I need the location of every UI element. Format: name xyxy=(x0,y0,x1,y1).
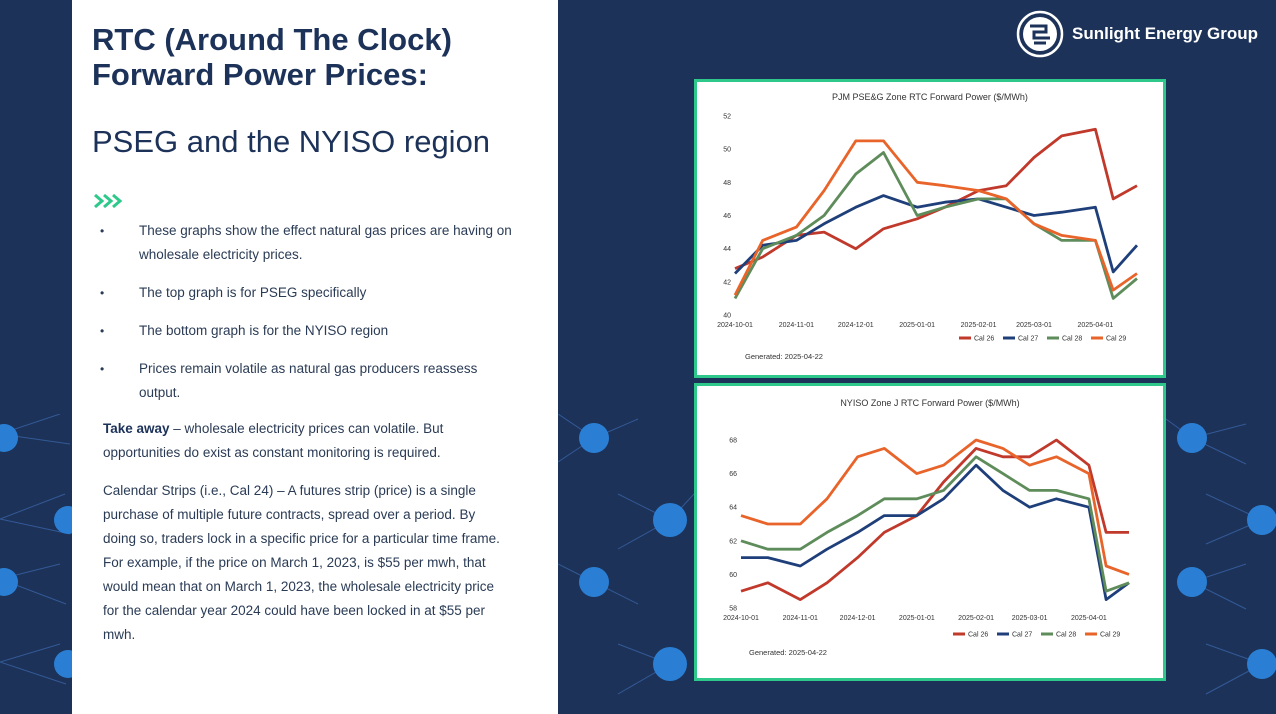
legend-label: Cal 28 xyxy=(1056,632,1076,639)
x-tick-label: 2024-12-01 xyxy=(838,322,874,329)
y-tick-label: 46 xyxy=(723,213,731,220)
x-tick-label: 2025-01-01 xyxy=(899,615,935,622)
chart-plot: 58 60 62 64 66 68 2024-10-01 2024-11-01 2024-12-… xyxy=(723,438,1130,639)
x-tick-label: 2024-12-01 xyxy=(840,615,876,622)
chart-title: NYISO Zone J RTC Forward Power ($/MWh) xyxy=(840,398,1020,408)
x-tick-label: 2024-10-01 xyxy=(723,615,759,622)
takeaway-paragraph: Take away – wholesale electricity prices… xyxy=(103,417,503,465)
y-tick-label: 64 xyxy=(729,505,737,512)
legend-label: Cal 29 xyxy=(1106,336,1126,343)
legend-label: Cal 27 xyxy=(1012,632,1032,639)
background-sunburst-middle xyxy=(558,414,694,695)
chart-pseg: PJM PSE&G Zone RTC Forward Power ($/MWh)… xyxy=(694,79,1166,378)
chart-generated-label: Generated: 2025-04-22 xyxy=(749,648,827,657)
legend-label: Cal 26 xyxy=(974,336,994,343)
y-tick-label: 58 xyxy=(729,606,737,613)
legend-label: Cal 27 xyxy=(1018,336,1038,343)
x-tick-label: 2025-03-01 xyxy=(1012,615,1048,622)
legend-label: Cal 29 xyxy=(1100,632,1120,639)
series-line-cal-29 xyxy=(733,139,1138,296)
calendar-strips-paragraph: Calendar Strips (i.e., Cal 24) – A futur… xyxy=(103,483,500,642)
y-tick-label: 62 xyxy=(729,538,737,545)
chevrons-icon xyxy=(94,193,123,209)
slide-title: RTC (Around The Clock) Forward Power Pri… xyxy=(92,22,452,92)
chart-plot: 40 42 44 46 48 50 52 2024-10-01 2024-11-01 2024-1… xyxy=(717,114,1139,343)
x-tick-label: 2025-03-01 xyxy=(1016,322,1052,329)
y-tick-label: 66 xyxy=(729,471,737,478)
y-tick-label: 44 xyxy=(723,246,731,253)
x-tick-label: 2025-04-01 xyxy=(1078,322,1114,329)
takeaway-label: Take away xyxy=(103,421,170,436)
x-tick-label: 2025-02-01 xyxy=(958,615,994,622)
x-tick-label: 2025-04-01 xyxy=(1071,615,1107,622)
background-sunburst-right xyxy=(1166,418,1276,695)
series-line-cal-27 xyxy=(734,194,1139,275)
series-line-cal-28 xyxy=(733,151,1138,300)
y-tick-label: 40 xyxy=(723,313,731,320)
content-panel: RTC (Around The Clock) Forward Power Pri… xyxy=(72,0,558,714)
series-line-cal-29 xyxy=(740,438,1130,576)
x-tick-label: 2025-01-01 xyxy=(899,322,935,329)
y-tick-label: 60 xyxy=(729,572,737,579)
x-tick-label: 2024-11-01 xyxy=(779,322,814,329)
bullet-item: These graphs show the effect natural gas… xyxy=(100,219,520,267)
series-line-cal-26 xyxy=(740,438,1129,602)
chart-title: PJM PSE&G Zone RTC Forward Power ($/MWh) xyxy=(832,92,1028,102)
chart-nyiso: NYISO Zone J RTC Forward Power ($/MWh) 5… xyxy=(694,383,1166,681)
legend-label: Cal 26 xyxy=(968,632,988,639)
y-tick-label: 68 xyxy=(729,438,737,445)
takeaway-text: – wholesale electricity prices can volat… xyxy=(103,421,444,460)
background-sunburst-left xyxy=(0,414,72,685)
y-tick-label: 42 xyxy=(723,279,731,286)
y-tick-label: 52 xyxy=(723,114,731,121)
series-line-cal-28 xyxy=(740,455,1130,593)
series-line-cal-27 xyxy=(741,463,1130,602)
bullet-list: These graphs show the effect natural gas… xyxy=(100,219,520,419)
sunlight-logo-icon xyxy=(1016,10,1064,58)
y-tick-label: 50 xyxy=(723,147,731,154)
brand-logo: Sunlight Energy Group xyxy=(1016,10,1258,58)
chart-generated-label: Generated: 2025-04-22 xyxy=(745,352,823,361)
x-tick-label: 2024-11-01 xyxy=(783,615,818,622)
x-tick-label: 2024-10-01 xyxy=(717,322,753,329)
legend-label: Cal 28 xyxy=(1062,336,1082,343)
bullet-item: The bottom graph is for the NYISO region xyxy=(100,319,520,343)
brand-name: Sunlight Energy Group xyxy=(1072,24,1259,43)
bullet-item: The top graph is for PSEG specifically xyxy=(100,281,520,305)
x-tick-label: 2025-02-01 xyxy=(961,322,997,329)
slide-subtitle: PSEG and the NYISO region xyxy=(92,124,491,159)
bullet-item: Prices remain volatile as natural gas pr… xyxy=(100,357,520,405)
y-tick-label: 48 xyxy=(723,180,731,187)
series-line-cal-26 xyxy=(734,127,1138,270)
